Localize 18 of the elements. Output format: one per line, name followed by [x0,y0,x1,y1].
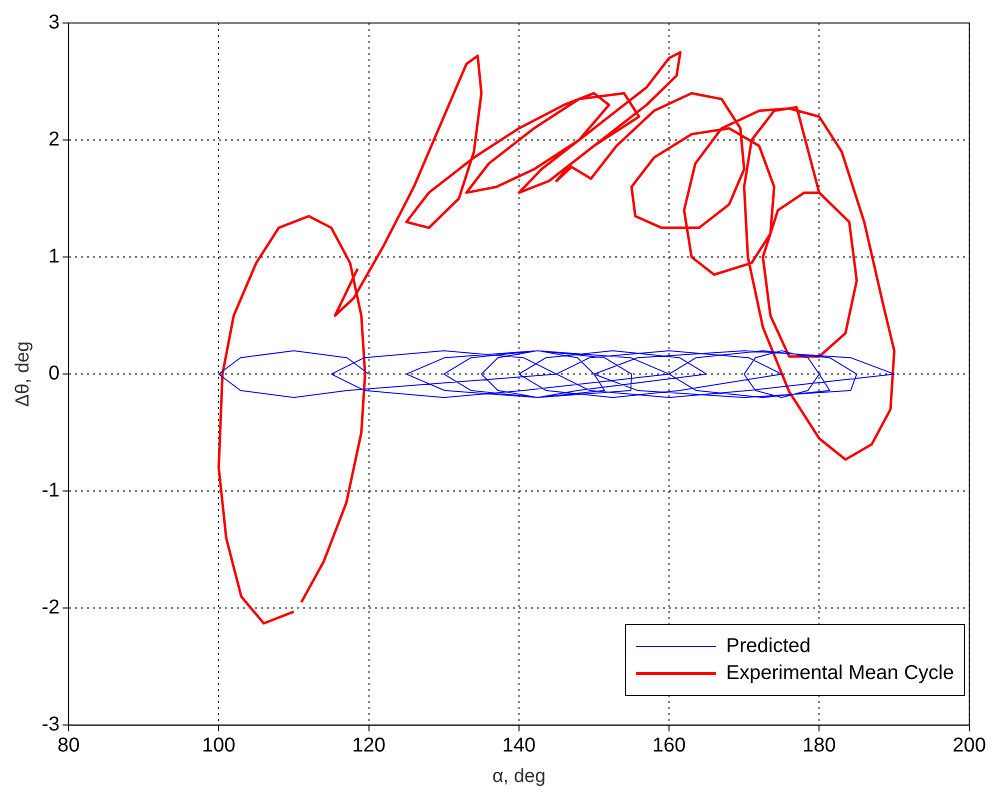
x-tick-label: 120 [352,734,386,757]
y-tick-label: -2 [42,596,60,619]
legend-label: Experimental Mean Cycle [726,662,954,685]
x-tick-label: 180 [802,734,836,757]
x-tick-label: 100 [202,734,236,757]
legend-label: Predicted [726,635,811,658]
y-tick-label: -1 [42,480,60,502]
x-axis-title: α, deg [492,766,546,787]
y-axis-title: Δθ, deg [12,341,34,407]
x-tick-label: 160 [652,734,686,757]
y-tick-label: 2 [48,128,60,151]
x-tick-label: 80 [57,734,80,757]
y-tick-label: 1 [48,246,60,268]
x-tick-label: 140 [502,734,536,757]
y-tick-label: -3 [42,714,60,736]
y-tick-label: 3 [48,12,60,34]
x-tick-label: 200 [952,734,986,757]
y-tick-label: 0 [48,362,60,385]
